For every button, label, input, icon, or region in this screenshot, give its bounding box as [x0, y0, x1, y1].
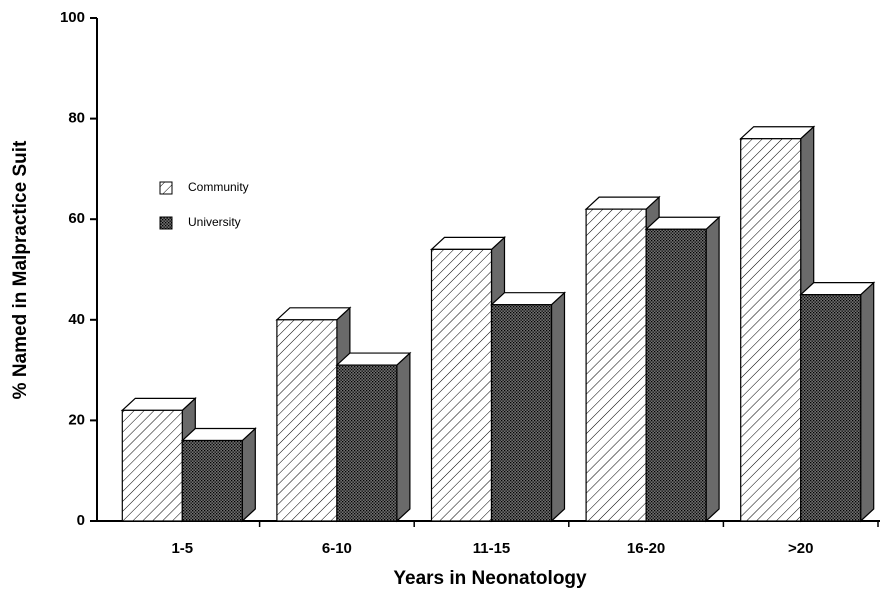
y-axis-title: % Named in Malpractice Suit: [10, 140, 31, 399]
bar-pattern: [585, 208, 647, 522]
bar-pattern: [645, 228, 707, 522]
legend-label: Community: [188, 180, 249, 194]
bar-side: [396, 351, 411, 523]
bar-top: [799, 282, 876, 296]
y-tick-label: 80: [68, 110, 85, 127]
bar-top: [489, 292, 567, 306]
y-tick-label: 20: [68, 411, 85, 428]
x-axis-title: Years in Neonatology: [393, 568, 587, 589]
bar-top: [429, 236, 507, 250]
y-tick-label: 100: [60, 9, 85, 26]
x-tick-label: >20: [788, 540, 813, 557]
legend-swatch-pattern: [159, 181, 173, 195]
x-tick-label: 1-5: [171, 540, 193, 557]
bar-pattern: [336, 364, 398, 522]
y-tick-label: 0: [77, 512, 85, 529]
x-tick-label: 6-10: [322, 540, 352, 557]
bar-pattern: [800, 294, 862, 522]
bar-top: [180, 427, 257, 442]
y-tick-label: 40: [68, 311, 85, 328]
bar-pattern: [121, 409, 183, 522]
legend-swatch-pattern: [159, 216, 173, 230]
bar-side: [550, 291, 566, 523]
bar-top: [120, 397, 197, 411]
y-tick-label: 60: [68, 210, 85, 227]
bar-pattern: [490, 304, 553, 522]
x-tick-label: 11-15: [473, 540, 511, 557]
bar-pattern: [181, 439, 243, 522]
bar-top: [275, 307, 352, 321]
bar-top: [584, 196, 661, 210]
x-tick-label: 16-20: [627, 540, 665, 557]
bar-pattern: [276, 319, 338, 522]
bar-top: [335, 352, 412, 366]
legend-label: University: [188, 215, 241, 229]
bar-pattern: [740, 138, 802, 522]
bar-side: [705, 215, 720, 523]
bar-side: [860, 281, 875, 523]
bar-top: [644, 216, 721, 230]
bar-pattern: [430, 248, 493, 522]
bar-side: [241, 427, 256, 523]
bar-top: [739, 126, 816, 140]
